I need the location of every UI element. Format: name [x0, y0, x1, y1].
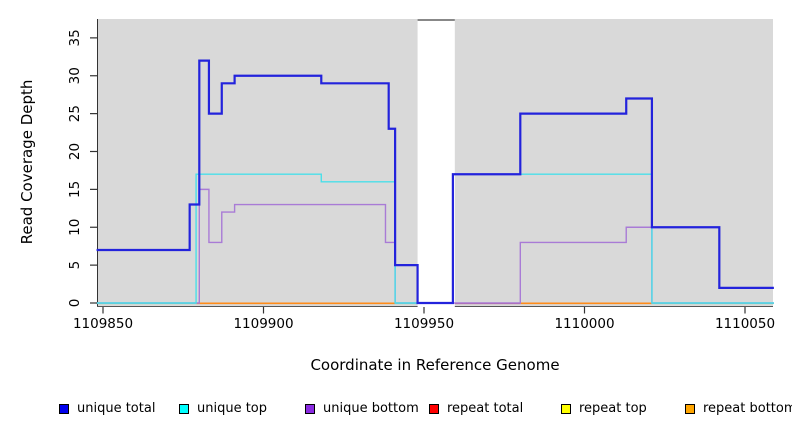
y-tick-label: 10: [67, 219, 83, 236]
x-tick-label: 1109850: [73, 316, 133, 332]
y-tick-label: 0: [67, 299, 83, 308]
x-tick-label: 1110000: [554, 316, 614, 332]
y-axis-title: Read Coverage Depth: [18, 79, 36, 245]
x-tick-label: 1110050: [715, 316, 775, 332]
y-tick-label: 25: [67, 105, 83, 122]
x-tick-label: 1109900: [233, 316, 293, 332]
series-unique-top-line: [452, 173, 774, 304]
y-tick-label: 15: [67, 181, 83, 198]
masked-region: [417, 19, 455, 308]
y-tick-label: 20: [67, 143, 83, 160]
masked-region-cap: [417, 19, 455, 21]
x-tick-label: 1109950: [394, 316, 454, 332]
series-unique-top-line: [96, 173, 418, 304]
y-tick-label: 35: [67, 29, 83, 46]
y-tick-label: 5: [67, 261, 83, 270]
x-axis-title: Coordinate in Reference Genome: [310, 356, 560, 374]
y-tick-label: 30: [67, 67, 83, 84]
series-unique-bottom-line: [96, 188, 418, 304]
series-unique-total-line: [96, 59, 774, 305]
